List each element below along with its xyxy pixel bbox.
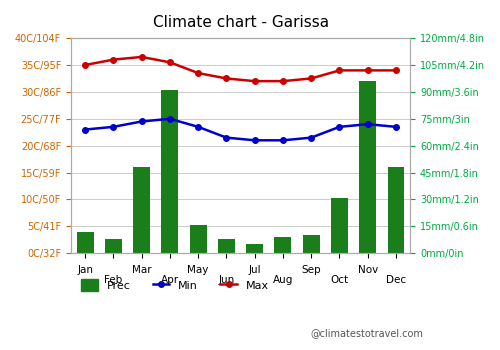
Text: Sep: Sep: [302, 265, 321, 275]
Text: Jun: Jun: [218, 275, 234, 285]
Text: Mar: Mar: [132, 265, 152, 275]
Bar: [360, 81, 376, 253]
Text: Jul: Jul: [248, 265, 261, 275]
Text: @climatestotravel.com: @climatestotravel.com: [310, 328, 423, 338]
Text: Nov: Nov: [358, 265, 378, 275]
Text: Apr: Apr: [161, 275, 179, 285]
Text: Jan: Jan: [77, 265, 93, 275]
Bar: [218, 239, 235, 253]
Bar: [105, 239, 122, 253]
Legend: Prec, Min, Max: Prec, Min, Max: [76, 275, 274, 295]
Text: Oct: Oct: [330, 275, 348, 285]
Bar: [274, 237, 291, 253]
Text: Feb: Feb: [104, 275, 122, 285]
Bar: [76, 232, 94, 253]
Title: Climate chart - Garissa: Climate chart - Garissa: [152, 15, 328, 30]
Text: May: May: [188, 265, 209, 275]
Bar: [190, 225, 206, 253]
Text: Aug: Aug: [273, 275, 293, 285]
Bar: [162, 90, 178, 253]
Bar: [302, 235, 320, 253]
Text: Dec: Dec: [386, 275, 406, 285]
Bar: [331, 198, 348, 253]
Bar: [246, 244, 263, 253]
Bar: [388, 167, 404, 253]
Bar: [133, 167, 150, 253]
